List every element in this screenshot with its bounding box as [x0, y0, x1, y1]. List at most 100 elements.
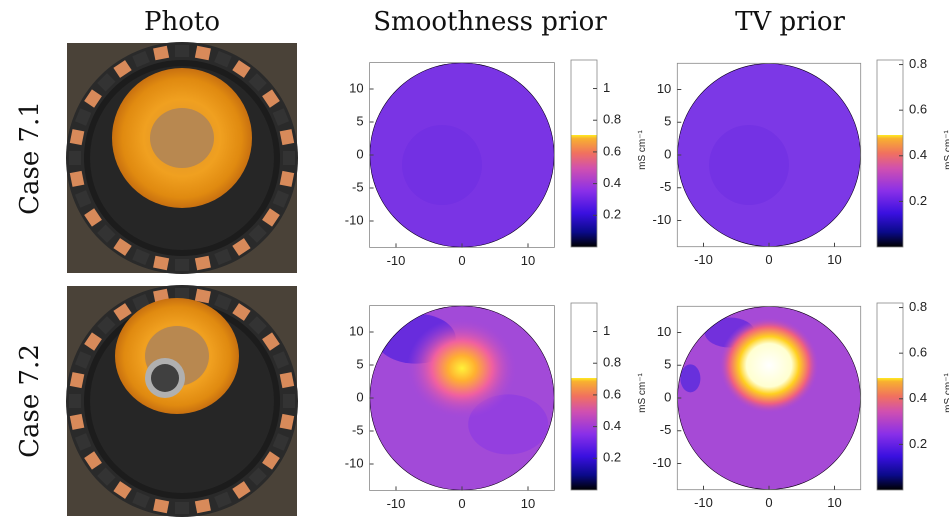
object-inner: [151, 364, 179, 392]
x-tick-label: -10: [387, 253, 406, 268]
electrode: [84, 208, 102, 227]
colorbar-tick-label: 0.6: [909, 102, 927, 117]
colorbar-unit: mS cm⁻¹: [943, 372, 949, 412]
colorbar-tick-label: 0.6: [603, 386, 621, 401]
y-tick-label: 5: [664, 114, 671, 129]
y-tick-label: -10: [653, 212, 672, 227]
x-tick-label: 0: [458, 253, 465, 268]
y-tick-label: 10: [657, 81, 671, 96]
electrode: [194, 255, 211, 271]
colorbar: [570, 59, 598, 248]
column-title: Smoothness prior: [373, 7, 607, 37]
y-tick-label: -10: [345, 212, 364, 227]
electrode: [74, 108, 92, 126]
electrode: [232, 303, 251, 321]
y-tick-label: 0: [356, 146, 363, 161]
y-tick-label: 5: [356, 356, 363, 371]
electrode: [175, 288, 189, 300]
electrode: [232, 60, 251, 78]
y-tick-label: -5: [352, 179, 364, 194]
y-tick-label: 10: [349, 80, 363, 95]
x-tick-label: 10: [521, 496, 535, 511]
electrode: [113, 238, 132, 256]
heatmap: [369, 62, 555, 248]
y-tick-label: -5: [660, 422, 672, 437]
y-tick-label: 5: [664, 357, 671, 372]
colorbar-tick-label: 0.8: [603, 355, 621, 370]
field-shade: [680, 364, 701, 393]
electrode: [194, 498, 211, 514]
colorbar-tick-label: 1: [603, 323, 610, 338]
electrode: [84, 451, 102, 470]
electrode: [279, 372, 295, 389]
electrode: [84, 89, 102, 108]
photo: [66, 285, 298, 517]
colorbar-tick-label: 0.4: [909, 147, 927, 162]
y-tick-label: 10: [657, 324, 671, 339]
electrode: [232, 481, 251, 499]
y-tick-label: -10: [345, 455, 364, 470]
y-tick-label: 0: [356, 389, 363, 404]
electrode: [69, 372, 85, 389]
colorbar-tick-label: 0.4: [603, 175, 621, 190]
colorbar-tick-label: 0.8: [909, 56, 927, 71]
electrode: [262, 451, 280, 470]
y-tick-label: 5: [356, 113, 363, 128]
electrode: [97, 224, 116, 243]
colorbar-tick-label: 1: [603, 80, 610, 95]
colorbar-unit: mS cm⁻¹: [637, 372, 648, 412]
electrode: [153, 498, 170, 514]
electrode: [132, 248, 150, 266]
y-tick-label: 0: [664, 146, 671, 161]
electrode: [132, 50, 150, 68]
electrode: [272, 190, 290, 208]
x-tick-label: -10: [694, 495, 713, 510]
y-tick-label: 10: [349, 323, 363, 338]
electrode: [175, 259, 189, 271]
electrode: [283, 151, 295, 165]
electrode: [74, 433, 92, 451]
heatmap: [677, 306, 861, 490]
electrode: [262, 89, 280, 108]
electrode: [113, 481, 132, 499]
pumpkin-core: [150, 108, 214, 168]
y-tick-label: 0: [664, 389, 671, 404]
x-tick-label: -10: [694, 252, 713, 267]
electrode: [272, 433, 290, 451]
electrode: [248, 467, 267, 486]
electrode: [214, 293, 232, 311]
colorbar-tick-label: 0.2: [603, 207, 621, 222]
electrode: [248, 73, 267, 92]
electrode: [232, 238, 251, 256]
field-shade: [709, 125, 789, 205]
electrode: [69, 413, 85, 430]
field-shade: [402, 125, 482, 205]
colorbar-tick-label: 0.2: [909, 193, 927, 208]
colorbar-tick-label: 0.6: [603, 143, 621, 158]
electrode: [214, 248, 232, 266]
row-label: Case 7.1: [15, 101, 45, 215]
electrode: [69, 394, 81, 408]
electrode: [153, 45, 170, 61]
electrode: [279, 170, 295, 187]
electrode: [262, 332, 280, 351]
electrode: [283, 394, 295, 408]
electrode: [279, 129, 295, 146]
x-tick-label: 0: [765, 252, 772, 267]
colorbar-tick-label: 0.8: [603, 112, 621, 127]
colorbar: [570, 302, 598, 491]
electrode: [69, 170, 85, 187]
electrode: [69, 151, 81, 165]
electrode: [113, 60, 132, 78]
x-tick-label: 10: [827, 495, 841, 510]
y-tick-label: -10: [653, 455, 672, 470]
column-title: TV prior: [735, 7, 845, 37]
x-tick-label: 10: [521, 253, 535, 268]
electrode: [262, 208, 280, 227]
electrode: [248, 224, 267, 243]
electrode: [153, 255, 170, 271]
colorbar-tick-label: 0.6: [909, 345, 927, 360]
colorbar-tick-label: 0.2: [909, 436, 927, 451]
electrode: [248, 316, 267, 335]
electrode: [97, 467, 116, 486]
